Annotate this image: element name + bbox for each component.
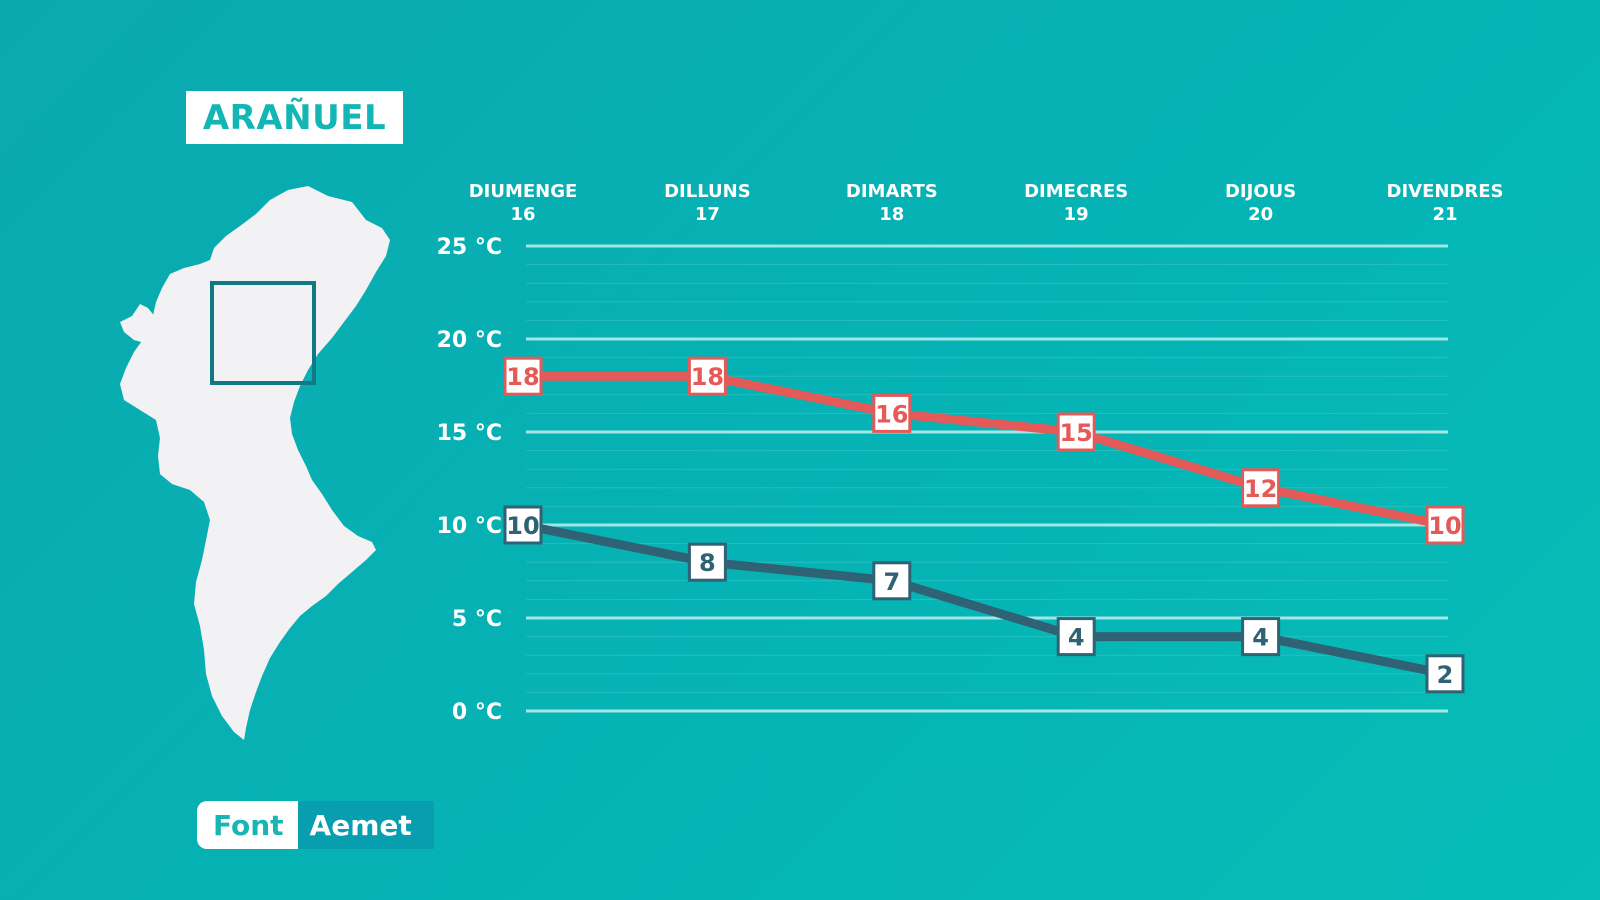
data-point-box — [687, 542, 727, 582]
region-map-shape — [120, 186, 390, 740]
data-point-box — [1056, 617, 1096, 657]
data-point: 15 — [1056, 412, 1096, 452]
data-point-box — [1241, 617, 1281, 657]
x-tick-day: DIMECRES — [1024, 181, 1128, 202]
data-point: 4 — [1241, 617, 1281, 657]
data-point-box — [1425, 654, 1465, 694]
data-label: 18 — [506, 363, 539, 391]
location-title: ARAÑUEL — [202, 97, 387, 138]
data-point: 18 — [503, 356, 543, 396]
data-point-box — [1425, 505, 1465, 545]
x-tick-day: DIMARTS — [846, 181, 938, 202]
data-point: 8 — [687, 542, 727, 582]
map-highlight-frame — [210, 281, 316, 385]
data-point-box — [503, 356, 543, 396]
x-tick-date: 20 — [1248, 204, 1273, 225]
x-tick-date: 16 — [510, 204, 535, 225]
x-tick-day: DIVENDRES — [1387, 181, 1504, 202]
data-point: 2 — [1425, 654, 1465, 694]
x-tick-day: DIUMENGE — [469, 181, 578, 202]
y-tick-label: 5 °C — [452, 607, 502, 632]
series-line-1 — [518, 520, 1450, 679]
x-tick-day: DIJOUS — [1225, 181, 1296, 202]
data-point-box — [872, 393, 912, 433]
data-label: 7 — [883, 568, 900, 596]
data-label: 2 — [1437, 661, 1454, 689]
data-point: 10 — [1425, 505, 1465, 545]
data-point: 4 — [1056, 617, 1096, 657]
data-point-box — [503, 505, 543, 545]
x-tick-date: 17 — [695, 204, 720, 225]
data-point-box — [687, 356, 727, 396]
y-tick-label: 0 °C — [452, 700, 502, 725]
source-value: Aemet — [297, 801, 434, 849]
location-title-box: ARAÑUEL — [186, 91, 403, 144]
data-point-box — [1056, 412, 1096, 452]
data-point: 7 — [872, 561, 912, 601]
data-label: 10 — [506, 512, 539, 540]
data-point: 12 — [1241, 468, 1281, 508]
x-tick-date: 21 — [1432, 204, 1457, 225]
data-label: 18 — [691, 363, 724, 391]
island-shape — [120, 304, 174, 344]
data-label: 16 — [875, 400, 908, 428]
y-tick-label: 10 °C — [437, 514, 502, 539]
region-map — [120, 186, 390, 740]
source-badge: Font Aemet — [197, 801, 434, 849]
y-tick-label: 20 °C — [437, 328, 502, 353]
source-label: Font — [197, 801, 298, 849]
x-tick-date: 19 — [1064, 204, 1089, 225]
y-tick-label: 25 °C — [437, 235, 502, 260]
data-point-box — [872, 561, 912, 601]
data-point-box — [1241, 468, 1281, 508]
data-label: 12 — [1244, 475, 1277, 503]
x-tick-date: 18 — [879, 204, 904, 225]
data-point: 10 — [503, 505, 543, 545]
data-point: 16 — [872, 393, 912, 433]
data-point: 18 — [687, 356, 727, 396]
data-label: 10 — [1428, 512, 1461, 540]
data-label: 4 — [1252, 624, 1269, 652]
data-label: 4 — [1068, 624, 1085, 652]
series-line-0 — [518, 371, 1450, 530]
data-label: 8 — [699, 549, 716, 577]
data-label: 15 — [1059, 419, 1092, 447]
y-tick-label: 15 °C — [437, 421, 502, 446]
x-tick-day: DILLUNS — [664, 181, 751, 202]
